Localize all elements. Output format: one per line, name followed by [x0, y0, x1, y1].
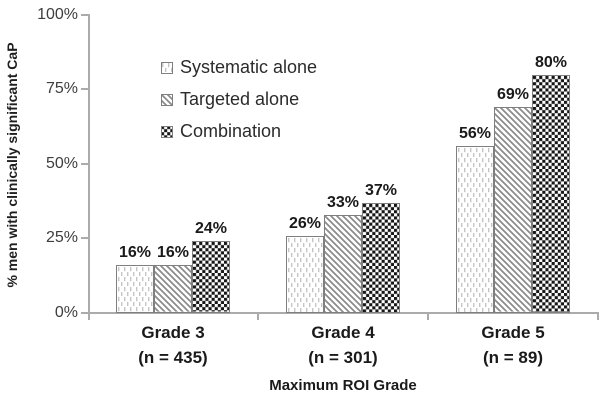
x-axis-title: Maximum ROI Grade	[269, 377, 417, 394]
y-tick-mark	[81, 14, 88, 16]
bar-value-label: 33%	[326, 193, 360, 211]
y-tick-label-25: 25%	[45, 229, 78, 246]
bar-targeted	[494, 107, 532, 313]
legend-swatch-diagonal-icon	[161, 93, 173, 106]
bar-value-label: 56%	[458, 125, 492, 143]
legend-item-combination: Combination	[161, 121, 317, 142]
x-category-grade3: Grade 3 (n = 435)	[93, 320, 253, 370]
category-label: Grade 5	[481, 323, 545, 342]
y-tick-mark	[81, 163, 88, 165]
bar-value-label: 16%	[118, 244, 152, 262]
bar-group-grade4-systematic: 26%	[286, 215, 324, 313]
bar-group-grade5-systematic: 56%	[456, 125, 494, 313]
y-tick-mark	[81, 237, 88, 239]
y-tick-mark	[81, 312, 88, 314]
legend: Systematic alone Targeted alone Combinat…	[161, 57, 317, 142]
bar-combination	[192, 241, 230, 313]
legend-swatch-dots-icon	[161, 61, 173, 74]
bar-value-label: 37%	[364, 181, 398, 199]
category-label: Grade 3	[141, 323, 205, 342]
x-tick-mark	[257, 312, 259, 320]
x-tick-mark	[427, 312, 429, 320]
legend-label: Combination	[180, 121, 282, 141]
bar-group-grade3-combination: 24%	[192, 220, 230, 313]
x-axis-line	[88, 312, 599, 314]
bar-group-grade3-targeted: 16%	[154, 244, 192, 313]
bar-systematic	[456, 146, 494, 313]
y-tick-label-50: 50%	[45, 155, 78, 172]
bar-systematic	[116, 265, 154, 313]
bar-combination	[362, 202, 400, 313]
y-tick-label-100: 100%	[37, 6, 78, 23]
x-tick-mark	[88, 312, 90, 320]
category-n-label: (n = 435)	[138, 348, 208, 367]
legend-swatch-checker-icon	[161, 125, 173, 138]
bar-group-grade5-combination: 80%	[532, 54, 570, 313]
bar-value-label: 26%	[288, 214, 322, 232]
y-tick-label-0: 0%	[54, 304, 78, 321]
legend-item-targeted: Targeted alone	[161, 89, 317, 110]
x-category-grade4: Grade 4 (n = 301)	[263, 320, 423, 370]
y-tick-label-75: 75%	[45, 80, 78, 97]
legend-label: Systematic alone	[180, 57, 318, 77]
category-label: Grade 4	[311, 323, 375, 342]
legend-label: Targeted alone	[180, 89, 300, 109]
bar-value-label: 69%	[496, 86, 530, 104]
y-tick-mark	[81, 88, 88, 90]
bar-targeted	[154, 265, 192, 313]
bar-value-label: 80%	[534, 53, 568, 71]
bar-group-grade4-combination: 37%	[362, 182, 400, 313]
bar-value-label: 24%	[194, 220, 228, 238]
bar-group-grade4-targeted: 33%	[324, 194, 362, 313]
bar-group-grade5-targeted: 69%	[494, 86, 532, 313]
bar-group-grade3-systematic: 16%	[116, 244, 154, 313]
y-axis-line	[88, 14, 90, 314]
bar-value-label: 16%	[156, 244, 190, 262]
bar-combination	[532, 74, 570, 313]
category-n-label: (n = 89)	[483, 348, 543, 367]
category-n-label: (n = 301)	[308, 348, 378, 367]
bar-systematic	[286, 235, 324, 313]
x-category-grade5: Grade 5 (n = 89)	[433, 320, 593, 370]
legend-item-systematic: Systematic alone	[161, 57, 317, 78]
bar-targeted	[324, 214, 362, 313]
x-tick-mark	[597, 312, 599, 320]
